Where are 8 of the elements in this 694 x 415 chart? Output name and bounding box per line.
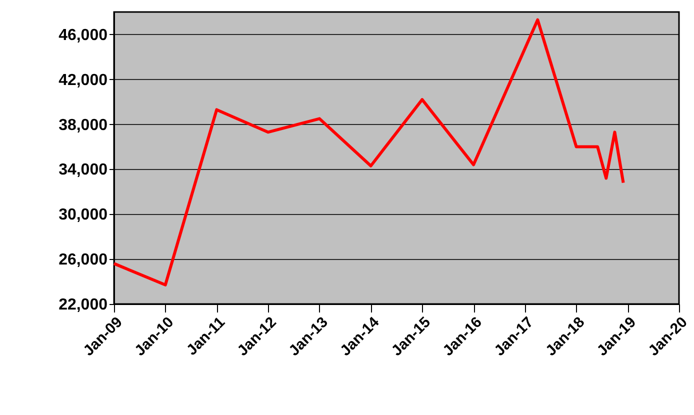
y-tick-label: 42,000 (58, 72, 108, 89)
y-tick-label: 38,000 (58, 116, 108, 134)
y-tick-label: 46,000 (58, 26, 108, 44)
y-tick-label: 34,000 (58, 162, 108, 179)
y-tick-label: 26,000 (58, 252, 108, 269)
y-tick-label: 22,000 (58, 296, 108, 314)
y-tick-label: 30,000 (58, 206, 108, 224)
line-series (112, 18, 625, 286)
